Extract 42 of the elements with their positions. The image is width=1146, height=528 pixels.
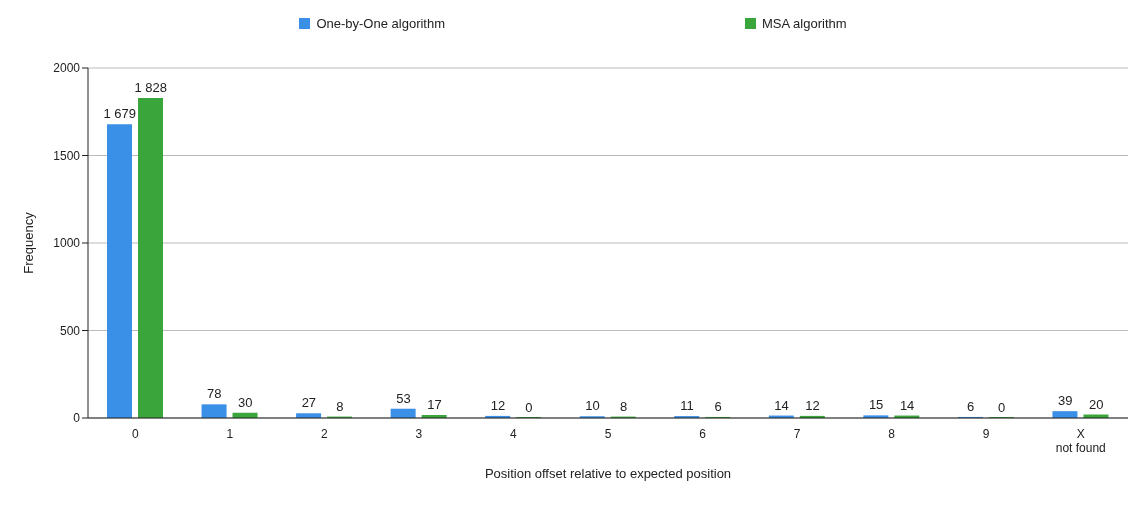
- data-label: 39: [1057, 393, 1073, 409]
- data-label: 27: [301, 395, 317, 411]
- x-axis-title: Position offset relative to expected position: [484, 466, 732, 481]
- y-tick-label: 500: [59, 323, 81, 338]
- x-tick-label: 7: [793, 427, 801, 441]
- x-tick-label: 2: [321, 427, 329, 441]
- data-label: 17: [427, 397, 442, 413]
- x-tick-label: 3: [415, 427, 423, 441]
- data-label: 12: [490, 397, 506, 413]
- x-tick-label: 1: [226, 427, 234, 441]
- data-label: 15: [868, 397, 884, 413]
- x-tick-label: 6: [699, 427, 707, 441]
- data-label: 53: [396, 390, 411, 406]
- data-label: 6: [714, 398, 722, 414]
- y-axis-title: Frequency: [20, 211, 36, 274]
- x-tick-label: 0: [131, 427, 139, 441]
- legend-label: One-by-One algorithm: [315, 15, 446, 31]
- x-tick-label: 9: [982, 427, 990, 441]
- data-label: 8: [619, 398, 628, 414]
- data-label: 6: [967, 398, 975, 414]
- x-tick-label: 5: [604, 427, 612, 441]
- y-tick-label: 2000: [53, 61, 81, 76]
- data-label: 14: [774, 397, 789, 413]
- data-label: 8: [336, 398, 344, 414]
- data-label: 30: [238, 394, 253, 410]
- data-label: 11: [680, 398, 694, 414]
- y-tick-label: 1000: [53, 236, 81, 251]
- x-tick-label: 8: [888, 427, 896, 441]
- data-label: 12: [805, 397, 820, 413]
- data-label: 10: [585, 398, 600, 414]
- y-tick-label: 1500: [53, 148, 81, 163]
- legend-label: MSA algorithm: [761, 15, 847, 31]
- data-label: 0: [525, 400, 533, 415]
- data-label: 1 679: [103, 106, 137, 122]
- data-label: 20: [1088, 396, 1104, 412]
- x-tick-label: X not found: [1055, 427, 1106, 455]
- data-label: 14: [899, 397, 915, 413]
- x-tick-label: 4: [510, 427, 518, 441]
- y-tick-label: 0: [73, 411, 81, 426]
- data-label: 0: [998, 400, 1006, 415]
- data-label: 1 828: [134, 80, 168, 96]
- data-label: 78: [207, 386, 222, 402]
